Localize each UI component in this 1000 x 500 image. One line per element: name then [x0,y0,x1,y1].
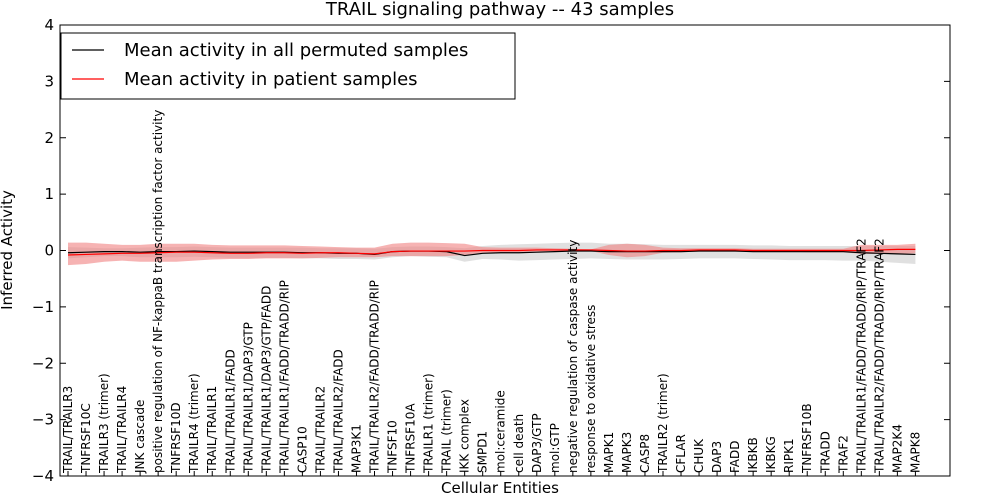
y-axis: −4 −3 −2 −1 0 1 2 3 4 [32,16,950,485]
x-tick-label: TRAIL/TRAILR2 [313,386,327,474]
x-tick-label: IKBKB [746,437,760,473]
x-tick-label: TRAIL/TRAILR1/FADD/TRADD/RIP/TRAF2 [854,238,868,474]
x-tick-label: TNFRSF10B [800,403,814,474]
x-tick-label: mol:ceramide [494,390,508,473]
x-tick-label: TRAIL (trimer) [440,389,454,474]
y-tick-label: 2 [44,129,54,147]
series-lines [67,248,916,257]
x-tick-label: positive regulation of NF-kappaB transcr… [151,110,165,473]
x-tick-label: TNFRSF10C [79,403,93,474]
x-tick-label: CASP10 [295,426,309,473]
x-tick-label: RIPK1 [782,438,796,473]
confidence-band-patient [68,242,916,266]
x-tick-label: TRAIL/TRAILR2/FADD [331,349,345,474]
x-tick-label: TRAIL/TRAILR1 [205,386,219,474]
series-line-permuted [67,250,916,257]
x-tick-label: mol:GTP [548,423,562,473]
x-tick-label: TRAILR3 (trimer) [97,373,111,474]
x-tick-label: JNK cascade [133,400,147,474]
y-tick-label: 0 [44,242,54,260]
x-tick-label: DAP3/GTP [530,413,544,473]
x-tick-label: TRAIL/TRAILR1/FADD/TRADD/RIP [277,280,291,474]
x-tick-label: DAP3 [710,441,724,473]
x-tick-label: MAP2K4 [890,424,904,473]
x-tick-label: IKBKG [764,436,778,473]
x-tick-label: TRAIL/TRAILR2/FADD/TRADD/RIP/TRAF2 [872,238,886,474]
x-tick-label: TRAF2 [836,435,850,474]
x-tick-label: TNFRSF10A [404,403,418,474]
x-tick-label: TRAIL/TRAILR1/DAP3/GTP/FADD [259,286,273,474]
x-tick-label: MAPK1 [602,432,616,473]
x-tick-label: TNFRSF10D [169,402,183,474]
legend: Mean activity in all permuted samples Me… [60,32,516,100]
y-axis-label: Inferred Activity [0,190,16,310]
x-tick-label: MAPK3 [620,432,634,473]
x-tick-label: CASP8 [638,434,652,473]
x-tick-label: FADD [728,441,742,474]
x-tick-label: TRAILR1 (trimer) [422,373,436,474]
x-tick-label: TRAIL/TRAILR1/DAP3/GTP [241,322,255,474]
x-tick-label: response to oxidative stress [584,305,598,473]
x-tick-label: cell death [512,414,526,473]
x-tick-label: negative regulation of caspase activity [566,240,580,473]
x-tick-label: SMPD1 [476,431,490,473]
x-tick-label: IKK complex [458,399,472,473]
x-tick-label: TRADD [818,431,832,474]
legend-label-permuted: Mean activity in all permuted samples [124,40,468,61]
x-tick-label: TRAIL/TRAILR4 [115,386,129,474]
chart-title: TRAIL signaling pathway -- 43 samples [325,0,674,20]
x-tick-label: CHUK [692,438,706,473]
x-tick-label: CFLAR [674,434,688,473]
y-tick-label: −3 [32,411,54,429]
x-tick-label: TRAIL/TRAILR1/FADD [223,349,237,474]
legend-box [60,32,516,100]
legend-label-patient: Mean activity in patient samples [124,69,418,90]
y-tick-label: −1 [32,298,54,316]
x-axis-label: Cellular Entities [441,479,559,497]
x-tick-label: TNFSF10 [386,420,400,474]
y-tick-label: −4 [32,467,54,485]
x-tick-label: MAP3K1 [349,424,363,473]
x-tick-label: TRAIL/TRAILR3 [61,386,75,474]
x-axis: TRAIL/TRAILR3 TNFRSF10C TRAILR3 (trimer) TR… [61,110,922,476]
y-tick-label: 1 [44,185,54,203]
y-tick-label: 4 [44,16,54,34]
x-tick-label: TRAIL/TRAILR2/FADD/TRADD/RIP [368,280,382,474]
y-tick-label: −2 [32,354,54,372]
x-tick-label: MAPK8 [908,432,922,473]
x-tick-label: TRAILR2 (trimer) [656,373,670,474]
y-tick-label: 3 [44,72,54,90]
x-tick-label: TRAILR4 (trimer) [187,373,201,474]
series-line-patient [67,248,916,256]
